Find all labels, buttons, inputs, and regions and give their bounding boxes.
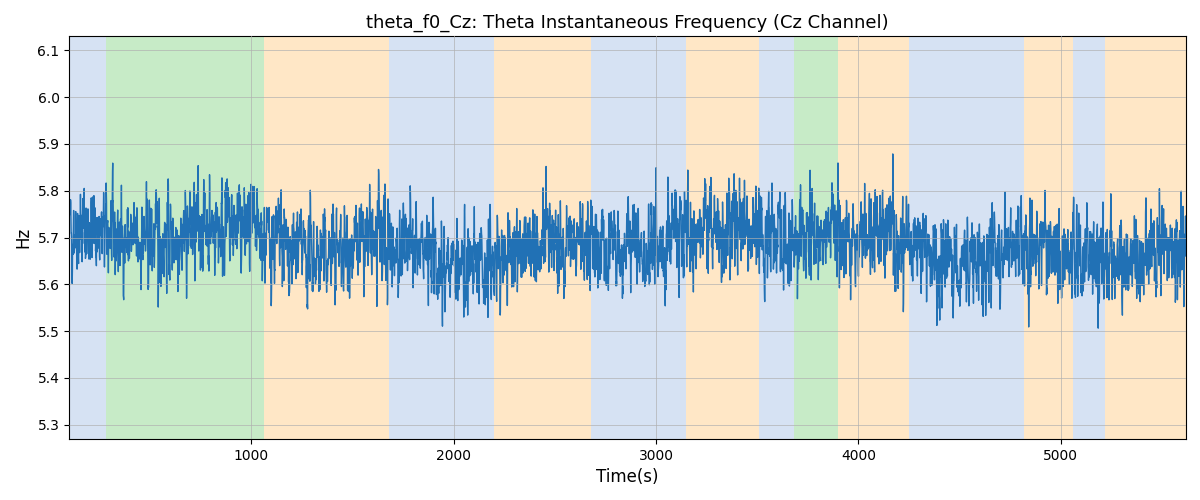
- Bar: [793, 36, 838, 439]
- Bar: [264, 36, 389, 439]
- Bar: [592, 36, 686, 439]
- Bar: [70, 36, 106, 439]
- Bar: [1105, 36, 1186, 439]
- Bar: [1073, 36, 1105, 439]
- Bar: [838, 36, 908, 439]
- Bar: [908, 36, 1025, 439]
- Bar: [686, 36, 760, 439]
- Bar: [389, 36, 494, 439]
- Bar: [760, 36, 793, 439]
- Bar: [106, 36, 264, 439]
- Y-axis label: Hz: Hz: [14, 227, 32, 248]
- Bar: [1025, 36, 1073, 439]
- Bar: [494, 36, 592, 439]
- X-axis label: Time(s): Time(s): [596, 468, 659, 486]
- Title: theta_f0_Cz: Theta Instantaneous Frequency (Cz Channel): theta_f0_Cz: Theta Instantaneous Frequen…: [366, 14, 889, 32]
